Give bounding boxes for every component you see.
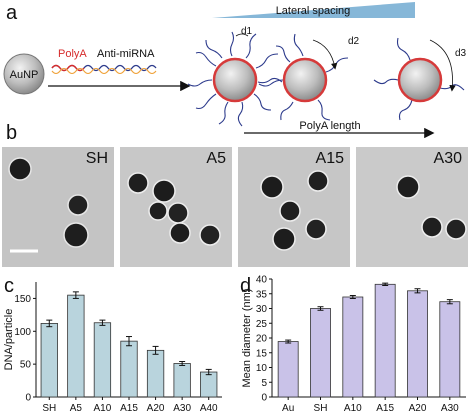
y-tick-label: 35 — [256, 289, 268, 300]
x-tick-label: SH — [314, 403, 328, 414]
aunp-sphere — [3, 53, 45, 95]
y-tick-label: 30 — [256, 304, 268, 315]
tem-micrograph-icon — [120, 147, 232, 267]
y-axis-label: DNA/particle — [3, 309, 15, 371]
panel-c-letter: c — [4, 275, 14, 297]
tem-image-a15: A15 — [238, 147, 350, 267]
y-tick-label: 0 — [25, 393, 31, 404]
x-tick-label: A15 — [120, 403, 138, 414]
tem-label-a15: A15 — [315, 150, 344, 167]
d3-label: d3 — [455, 48, 467, 59]
polya-label: PolyA — [58, 48, 87, 60]
tem-label-sh: SH — [85, 150, 108, 167]
bar — [439, 301, 461, 398]
x-tick-label: A30 — [173, 403, 191, 414]
panel-a-schematic: Lateral spacing AuNP PolyA Anti-miRNA — [3, 2, 467, 139]
dna-strand-orange — [51, 67, 157, 75]
y-tick-label: 10 — [256, 363, 268, 374]
y-tick-label: 100 — [14, 327, 31, 338]
aunp-label: AuNP — [10, 69, 39, 81]
x-tick-label: A20 — [147, 403, 165, 414]
bar — [310, 308, 331, 398]
bar — [40, 323, 58, 398]
x-tick-label: Au — [282, 403, 294, 414]
bar — [374, 283, 396, 398]
bar — [146, 349, 165, 398]
bar — [93, 322, 112, 398]
tem-micrograph-icon — [2, 147, 114, 267]
panel-d-letter: d — [240, 275, 251, 297]
bar — [342, 296, 364, 398]
x-tick-label: A5 — [70, 403, 83, 414]
y-axis-label: Mean diameter (nm) — [241, 288, 253, 387]
np-sparse — [373, 37, 465, 121]
y-tick-label: 0 — [261, 393, 267, 404]
bar — [200, 371, 218, 398]
tem-image-sh: SH — [2, 147, 114, 267]
x-tick-label: A15 — [376, 403, 394, 414]
tem-label-a30: A30 — [433, 150, 462, 167]
tem-micrograph-icon — [238, 147, 350, 267]
bar — [67, 294, 85, 398]
tem-image-a30: A30 — [356, 147, 468, 267]
y-tick-label: 5 — [261, 378, 267, 389]
tem-image-a5: A5 — [120, 147, 232, 267]
lateral-spacing-label: Lateral spacing — [276, 5, 351, 17]
tem-label-a5: A5 — [206, 150, 226, 167]
tem-micrograph-icon — [356, 147, 468, 267]
y-tick-label: 20 — [256, 334, 268, 345]
y-tick-label: 150 — [14, 294, 31, 305]
y-tick-label: 50 — [20, 360, 32, 371]
y-tick-label: 40 — [256, 275, 268, 286]
bar — [120, 340, 138, 398]
y-tick-label: 15 — [256, 348, 268, 359]
d2-label: d2 — [348, 36, 360, 47]
polya-length-label: PolyA length — [299, 120, 360, 132]
bar — [173, 363, 191, 398]
bar — [277, 341, 299, 398]
dna-strand-red — [51, 64, 85, 72]
x-tick-label: A40 — [200, 403, 218, 414]
x-tick-label: A10 — [344, 403, 362, 414]
x-tick-label: SH — [42, 403, 56, 414]
x-tick-label: A20 — [409, 403, 427, 414]
x-tick-label: A10 — [94, 403, 112, 414]
x-tick-label: A30 — [441, 403, 459, 414]
np-medium — [258, 33, 349, 121]
panel-a-letter: a — [6, 2, 18, 24]
np-dense — [187, 31, 283, 127]
lateral-spacing-wedge — [212, 2, 415, 18]
antimirna-label: Anti-miRNA — [97, 48, 155, 60]
d1-label: d1 — [241, 26, 253, 37]
panel-b-letter: b — [6, 122, 18, 144]
y-tick-label: 25 — [256, 319, 268, 330]
bar — [407, 290, 428, 398]
